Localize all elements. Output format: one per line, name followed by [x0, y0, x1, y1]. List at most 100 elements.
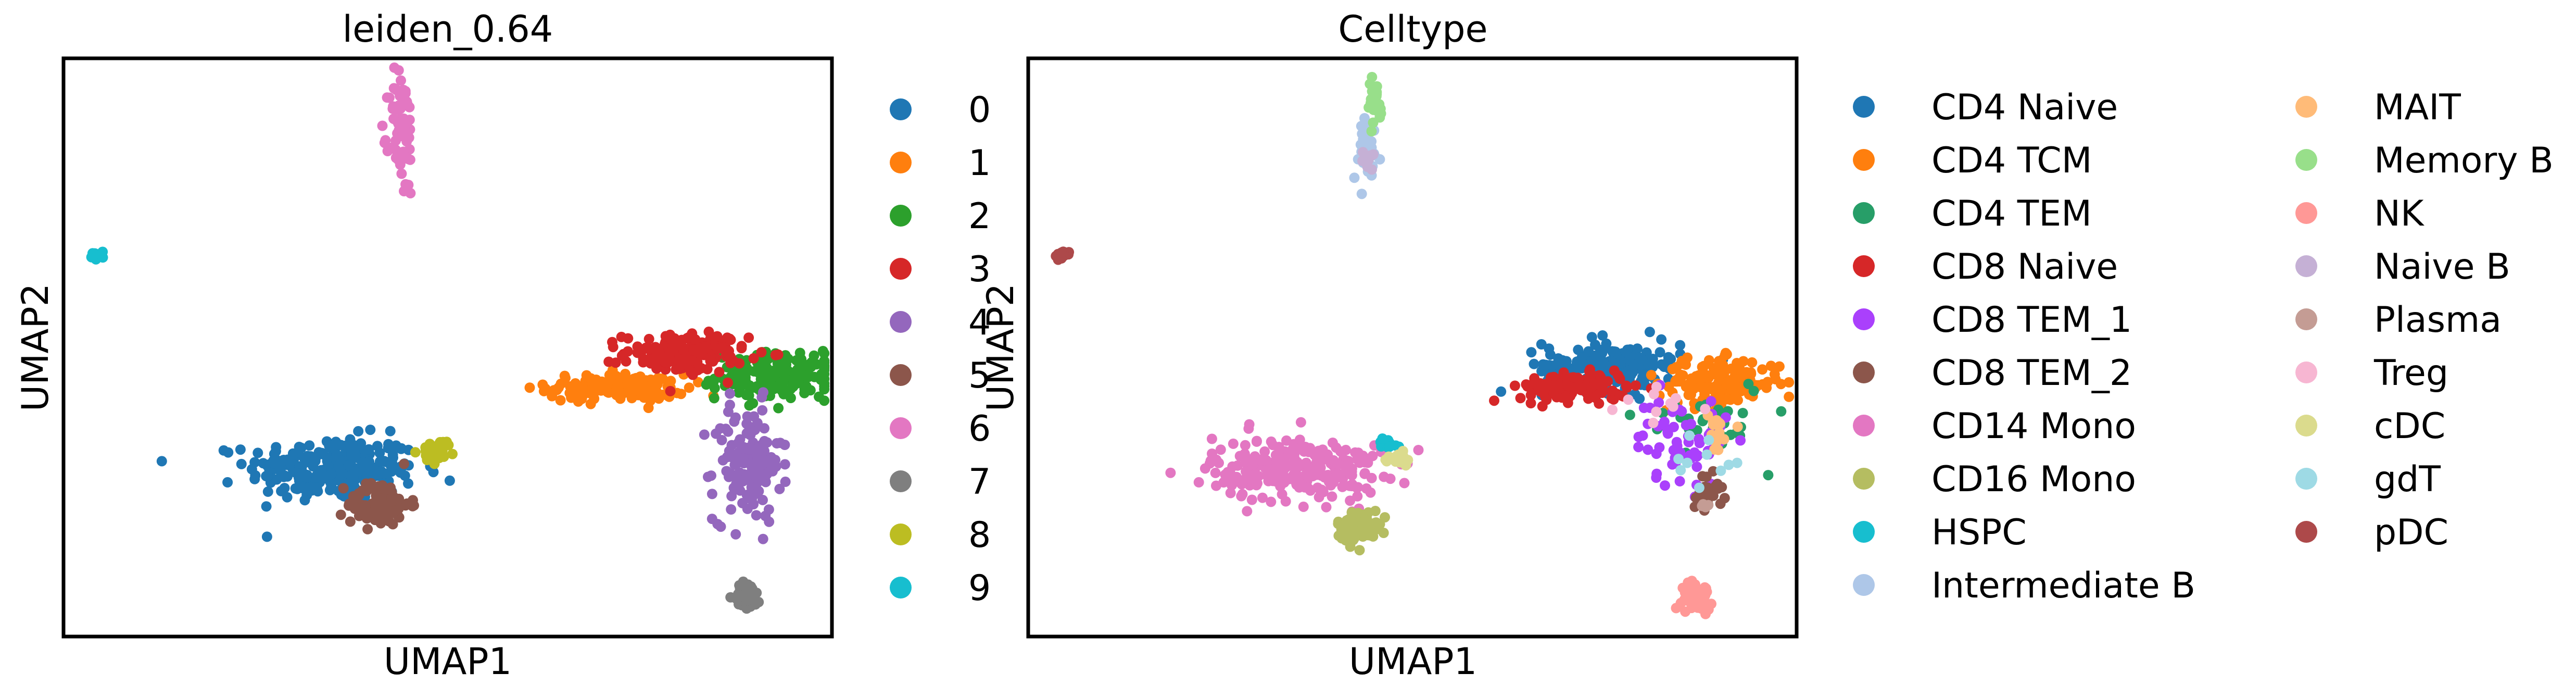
point-4	[762, 469, 773, 480]
point-cd14-mono	[1300, 458, 1311, 469]
point-2	[735, 382, 746, 393]
point-mait	[1719, 434, 1729, 445]
point-4	[733, 438, 743, 448]
point-cd8-naive	[1509, 380, 1520, 391]
point-cd16-mono	[1340, 535, 1351, 546]
point-cd4-tcm	[1681, 359, 1691, 370]
point-nk	[1699, 591, 1710, 602]
point-0	[343, 460, 354, 471]
point-0	[305, 457, 316, 468]
point-2	[743, 390, 754, 401]
point-cd14-mono	[1246, 494, 1257, 505]
point-3	[714, 367, 725, 378]
legend-marker-cd8-naive	[1853, 255, 1875, 277]
x-axis-label: UMAP1	[1349, 640, 1477, 683]
point-treg	[1665, 398, 1676, 409]
point-cd8-naive	[1584, 366, 1595, 377]
legend-marker-nk	[2295, 202, 2317, 224]
point-cd14-mono	[1399, 478, 1410, 489]
point-gdt	[1723, 459, 1734, 470]
point-1	[604, 375, 615, 386]
point-2	[792, 378, 803, 389]
point-cd8-naive	[1538, 388, 1549, 398]
point-treg	[1651, 406, 1662, 417]
point-cd14-mono	[1345, 495, 1356, 506]
point-2	[737, 369, 748, 380]
point-cd8-naive	[1622, 382, 1632, 393]
point-5	[388, 491, 399, 502]
legend-label-5: 5	[968, 355, 991, 396]
point-0	[331, 437, 342, 447]
point-cd14-mono	[1237, 489, 1248, 500]
point-cd8-tem-1	[1637, 430, 1648, 441]
point-cd14-mono	[1232, 460, 1243, 471]
point-3	[694, 348, 705, 359]
point-7	[749, 596, 760, 606]
point-cd14-mono	[1279, 453, 1290, 464]
point-1	[676, 389, 687, 400]
point-5	[353, 488, 364, 499]
point-nk	[1693, 599, 1703, 610]
point-3	[664, 351, 675, 362]
point-cd14-mono	[1300, 446, 1311, 457]
point-5	[383, 512, 394, 522]
point-cd14-mono	[1240, 440, 1251, 451]
point-2	[819, 348, 830, 359]
point-cd8-tem-1	[1689, 447, 1700, 458]
point-cd14-mono	[1259, 446, 1270, 457]
point-3	[705, 355, 716, 366]
point-cd4-tcm	[1699, 383, 1710, 394]
point-cd4-naive	[1644, 359, 1655, 370]
point-cd14-mono	[1352, 454, 1362, 465]
point-0	[279, 483, 290, 493]
point-4	[759, 445, 769, 456]
legend-label-cd8-naive: CD8 Naive	[1931, 246, 2118, 288]
legend-label-pdc: pDC	[2374, 512, 2448, 553]
point-treg	[1648, 389, 1659, 400]
point-0	[236, 458, 247, 469]
point-cd14-mono	[1228, 438, 1239, 449]
point-1	[612, 379, 623, 390]
point-3	[643, 333, 654, 344]
point-cd8-tem-1	[1638, 403, 1649, 413]
point-1	[560, 372, 571, 383]
point-cd14-mono	[1359, 468, 1370, 479]
legend-marker-1	[890, 152, 912, 173]
point-cd16-mono	[1368, 524, 1379, 535]
point-3	[703, 326, 714, 337]
point-4	[779, 459, 790, 470]
point-cd4-naive	[1628, 360, 1639, 371]
point-4	[742, 411, 753, 422]
point-cd4-tem	[1776, 406, 1787, 417]
point-cd4-naive	[1675, 340, 1686, 351]
point-cd14-mono	[1241, 452, 1252, 463]
point-2	[816, 369, 827, 380]
point-cd16-mono	[1339, 523, 1350, 534]
point-cd14-mono	[1220, 469, 1231, 480]
point-3	[770, 350, 781, 360]
point-3	[723, 350, 734, 360]
point-cdc	[1396, 457, 1407, 468]
point-2	[805, 385, 816, 396]
point-cdc	[1383, 451, 1394, 462]
point-cd14-mono	[1242, 506, 1253, 517]
scatter-points	[1051, 72, 1795, 619]
point-cd8-tem-1	[1676, 406, 1687, 417]
point-4	[706, 489, 717, 500]
point-cd4-naive	[1615, 358, 1626, 369]
point-4	[716, 434, 727, 445]
legend-marker-memory-b	[2295, 149, 2317, 171]
legend-marker-cd4-tem	[1853, 202, 1875, 224]
point-0	[428, 467, 439, 478]
point-cd8-tem-1	[1671, 437, 1682, 447]
point-6	[384, 92, 395, 103]
point-6	[393, 149, 404, 160]
point-5	[399, 458, 409, 469]
point-0	[317, 447, 327, 458]
point-1	[653, 393, 664, 404]
point-cd16-mono	[1380, 512, 1390, 523]
point-3	[743, 332, 754, 343]
point-5	[352, 503, 363, 514]
